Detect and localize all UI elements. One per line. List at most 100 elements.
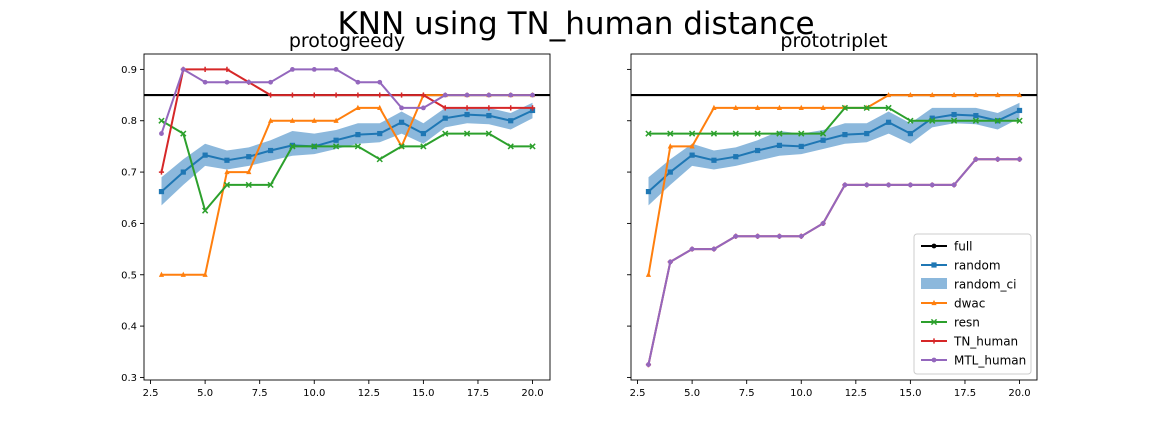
series-random-point xyxy=(951,111,957,118)
series-TN_human-line xyxy=(160,68,533,173)
series-MTL_human-point xyxy=(180,67,186,72)
series-random-point xyxy=(798,143,804,150)
series-dwac-point xyxy=(951,91,957,98)
series-random-point xyxy=(1016,107,1023,114)
series-resn-point xyxy=(376,156,383,163)
series-resn-point xyxy=(267,181,274,189)
series-MTL_human-point xyxy=(333,67,339,72)
series-resn-point xyxy=(645,130,652,137)
series-MTL_human-point xyxy=(464,92,470,98)
series-resn-point xyxy=(929,117,936,124)
series-dwac-point xyxy=(798,104,804,111)
series-random-point xyxy=(398,119,405,125)
series-TN_human-point xyxy=(508,105,514,111)
legend-label-resn: resn xyxy=(954,316,980,330)
series-resn-point xyxy=(710,130,718,137)
series-random-point xyxy=(755,147,761,154)
series-random-point xyxy=(464,111,470,118)
series-random-point xyxy=(733,154,739,160)
subplot-protogreedy: protogreedy 2.5 5.0 7.5 10.0 12.5 15.0 17.5 20.0… xyxy=(121,30,551,399)
series-random-point xyxy=(486,113,492,119)
series-random-point xyxy=(973,113,979,119)
series-MTL_human-point xyxy=(246,79,252,85)
series-dwac-point xyxy=(885,91,892,98)
series-resn-point xyxy=(907,117,914,124)
series-dwac-point xyxy=(820,104,826,111)
y-tick-label: 0.3 xyxy=(121,373,137,384)
series-MTL_human-point xyxy=(377,79,383,85)
series-random-point xyxy=(377,130,383,137)
y-tick-label: 0.9 xyxy=(121,65,137,76)
series-MTL_human-point xyxy=(907,182,913,188)
series-random-point xyxy=(268,147,274,154)
series-resn-point xyxy=(463,130,471,137)
legend-marker-random xyxy=(931,262,937,268)
y-tick-label: 0.6 xyxy=(121,219,137,230)
series-dwac-point xyxy=(224,168,230,175)
series-resn-point xyxy=(667,130,674,137)
series-resn-point xyxy=(732,130,739,137)
subplot-title: prototriplet xyxy=(780,30,887,52)
series-random-point xyxy=(907,130,913,137)
series-dwac-point xyxy=(645,271,652,277)
legend-label-MTL_human: MTL_human xyxy=(954,354,1026,368)
series-random-point xyxy=(776,142,783,148)
series-random-point xyxy=(689,152,695,158)
series-TN_human-point xyxy=(355,92,361,98)
y-tick-label: 0.4 xyxy=(121,322,137,333)
series-random-point xyxy=(842,132,848,138)
series-TN_human-point xyxy=(442,105,448,111)
series-MTL_human-point xyxy=(886,182,891,188)
series-MTL_human-point xyxy=(755,233,761,239)
series-TN_human-point xyxy=(202,66,208,73)
series-TN_human-point xyxy=(333,92,339,98)
series-resn-point xyxy=(223,181,231,189)
series-dwac-point xyxy=(733,104,739,111)
series-resn-point xyxy=(798,130,805,137)
series-MTL_human-point xyxy=(1017,156,1022,162)
series-random_ci-band xyxy=(161,102,533,206)
legend-marker-full xyxy=(931,243,937,249)
series-MTL_human-point xyxy=(311,67,317,72)
series-random-point xyxy=(202,152,208,158)
series-TN_human-point xyxy=(398,92,405,98)
series-dwac-point xyxy=(202,271,208,277)
series-dwac-point xyxy=(755,104,761,111)
x-tick-label: 7.5 xyxy=(252,388,268,399)
series-MTL_human-point xyxy=(530,92,535,98)
legend-label-full: full xyxy=(954,240,973,254)
series-random-point xyxy=(158,188,165,195)
series-MTL_human-point xyxy=(711,246,717,252)
x-tick-label: 7.5 xyxy=(739,388,755,399)
series-random-point xyxy=(180,169,186,175)
series-random-point xyxy=(508,118,514,124)
series-dwac-point xyxy=(268,117,274,123)
series-MTL_human-point xyxy=(420,105,426,111)
series-MTL_human-point xyxy=(842,182,848,188)
x-tick-label: 10.0 xyxy=(303,388,325,399)
series-dwac-point xyxy=(689,143,695,149)
series-resn-point xyxy=(332,143,340,150)
series-MTL_human-point xyxy=(995,156,1001,162)
axes-frame xyxy=(143,53,551,381)
series-resn-point xyxy=(776,130,783,137)
series-dwac-point xyxy=(246,168,252,175)
series-random-point xyxy=(224,157,230,163)
series-resn-point xyxy=(1016,117,1023,124)
series-MTL_human-point xyxy=(508,92,514,98)
series-random-point xyxy=(929,115,935,121)
series-dwac-point xyxy=(995,91,1001,98)
series-TN_human-point xyxy=(464,105,470,111)
series-resn-line xyxy=(160,119,533,212)
series-TN_human-point xyxy=(377,92,383,98)
series-resn-point xyxy=(507,143,514,150)
series-dwac-point xyxy=(333,117,339,123)
series-random-point xyxy=(667,169,673,175)
series-MTL_human-point xyxy=(951,182,957,188)
series-TN_human-point xyxy=(289,92,296,98)
series-random-line xyxy=(160,109,533,193)
x-tick-label: 20.0 xyxy=(1008,388,1030,399)
series-resn-point xyxy=(885,104,892,112)
series-resn-point xyxy=(420,143,427,150)
legend-marker-MTL_human xyxy=(931,357,937,363)
